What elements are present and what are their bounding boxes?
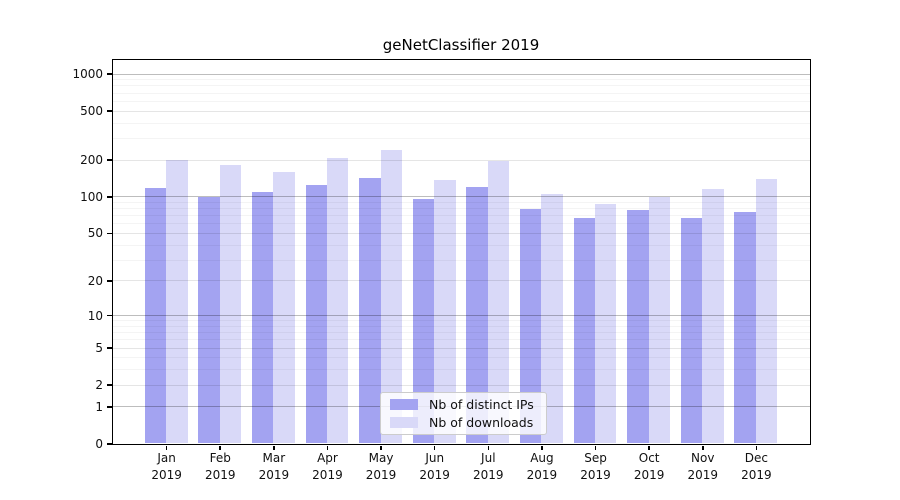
plot-area	[111, 58, 811, 445]
y-tick-label-20: 20	[87, 273, 103, 288]
x-tick-mark-mar-2019	[273, 445, 275, 450]
legend: Nb of distinct IPs Nb of downloads	[380, 392, 547, 435]
gridline-minor	[112, 110, 810, 112]
x-tick-mark-jun-2019	[433, 445, 436, 450]
bar-nb-of-distinct-ips-nov-2019	[680, 217, 703, 444]
y-tick-label-0: 0	[95, 437, 103, 451]
x-tick-mark-apr-2019	[326, 445, 329, 450]
legend-item-distinct-ips: Nb of distinct IPs	[390, 396, 537, 412]
bar-nb-of-downloads-oct-2019	[648, 197, 671, 444]
x-tick-label-jun-2019: Jun 2019	[419, 451, 450, 482]
x-tick-label-jan-2019: Jan 2019	[151, 451, 182, 482]
x-tick-label-jul-2019: Jul 2019	[473, 451, 504, 482]
x-tick-label-nov-2019: Nov 2019	[687, 451, 719, 482]
y-tick-label-200: 200	[80, 153, 103, 167]
x-tick-mark-feb-2019	[219, 445, 221, 450]
bar-nb-of-distinct-ips-apr-2019	[305, 185, 327, 444]
bar-nb-of-downloads-aug-2019	[541, 194, 563, 444]
legend-label-distinct-ips: Nb of distinct IPs	[429, 396, 534, 412]
x-tick-mark-may-2019	[380, 445, 382, 450]
bar-nb-of-distinct-ips-feb-2019	[198, 197, 220, 444]
gridline-minor	[112, 137, 810, 139]
x-tick-mark-aug-2019	[541, 445, 543, 450]
x-tick-label-apr-2019: Apr 2019	[312, 451, 343, 482]
y-tick-mark-50	[107, 232, 112, 235]
bar-nb-of-distinct-ips-sep-2019	[573, 217, 596, 444]
y-tick-mark-500	[107, 110, 112, 112]
bar-nb-of-downloads-jun-2019	[434, 180, 456, 444]
gridline-minor	[112, 159, 810, 161]
y-tick-mark-5	[107, 347, 112, 349]
bar-nb-of-downloads-sep-2019	[595, 203, 617, 444]
x-tick-label-mar-2019: Mar 2019	[258, 451, 290, 482]
y-tick-label-1: 1	[95, 399, 103, 414]
bar-nb-of-downloads-nov-2019	[702, 189, 724, 444]
y-tick-label-500: 500	[80, 104, 103, 119]
bar-nb-of-distinct-ips-aug-2019	[519, 208, 542, 444]
x-tick-label-sep-2019: Sep 2019	[580, 451, 611, 482]
x-tick-mark-oct-2019	[648, 445, 650, 450]
y-tick-mark-20	[107, 280, 112, 282]
legend-label-downloads: Nb of downloads	[429, 415, 534, 430]
y-tick-mark-10	[107, 314, 112, 317]
x-tick-mark-nov-2019	[702, 445, 704, 450]
y-tick-label-10: 10	[87, 308, 103, 323]
x-tick-label-dec-2019: Dec 2019	[741, 451, 772, 482]
y-tick-mark-200	[107, 159, 112, 161]
x-tick-mark-sep-2019	[594, 445, 597, 450]
y-tick-label-2: 2	[95, 378, 103, 393]
y-tick-label-100: 100	[80, 189, 103, 204]
y-tick-label-50: 50	[87, 226, 103, 241]
y-tick-mark-1000	[107, 73, 112, 75]
bar-nb-of-distinct-ips-mar-2019	[251, 191, 274, 444]
y-tick-label-1000: 1000	[72, 67, 103, 82]
y-tick-mark-1	[107, 406, 112, 408]
bar-nb-of-downloads-feb-2019	[219, 165, 242, 444]
x-tick-mark-jul-2019	[487, 445, 490, 450]
x-tick-label-aug-2019: Aug 2019	[526, 451, 558, 482]
x-tick-mark-jan-2019	[165, 445, 168, 450]
gridline-minor	[112, 85, 810, 87]
x-tick-label-oct-2019: Oct 2019	[633, 451, 665, 482]
gridline-minor	[112, 92, 810, 94]
legend-item-downloads: Nb of downloads	[390, 415, 537, 430]
bar-nb-of-downloads-may-2019	[380, 150, 402, 444]
y-tick-label-5: 5	[95, 341, 103, 356]
bar-nb-of-downloads-jan-2019	[166, 159, 188, 444]
bar-nb-of-distinct-ips-jan-2019	[144, 188, 167, 444]
bar-nb-of-downloads-dec-2019	[755, 178, 778, 444]
legend-swatch-distinct-ips	[390, 398, 418, 410]
legend-swatch-downloads	[390, 417, 418, 428]
gridline-minor	[112, 100, 810, 102]
gridline-major	[112, 73, 810, 75]
y-tick-mark-100	[107, 196, 112, 198]
x-tick-label-feb-2019: Feb 2019	[204, 451, 236, 482]
x-tick-mark-dec-2019	[755, 445, 758, 450]
bar-nb-of-downloads-apr-2019	[326, 157, 349, 444]
bar-nb-of-downloads-jul-2019	[487, 161, 510, 444]
chart-title: geNetClassifier 2019	[382, 36, 540, 54]
bar-nb-of-distinct-ips-jun-2019	[412, 199, 435, 444]
y-tick-mark-0	[107, 443, 112, 445]
bar-nb-of-distinct-ips-jul-2019	[466, 186, 488, 444]
bar-nb-of-distinct-ips-oct-2019	[627, 209, 649, 444]
bar-nb-of-downloads-mar-2019	[273, 172, 295, 444]
bar-nb-of-distinct-ips-may-2019	[359, 177, 381, 444]
x-tick-label-may-2019: May 2019	[365, 451, 397, 482]
gridline-minor	[112, 122, 810, 124]
y-tick-mark-2	[107, 384, 112, 386]
gridline-minor	[112, 79, 810, 81]
bar-nb-of-distinct-ips-dec-2019	[734, 211, 756, 444]
